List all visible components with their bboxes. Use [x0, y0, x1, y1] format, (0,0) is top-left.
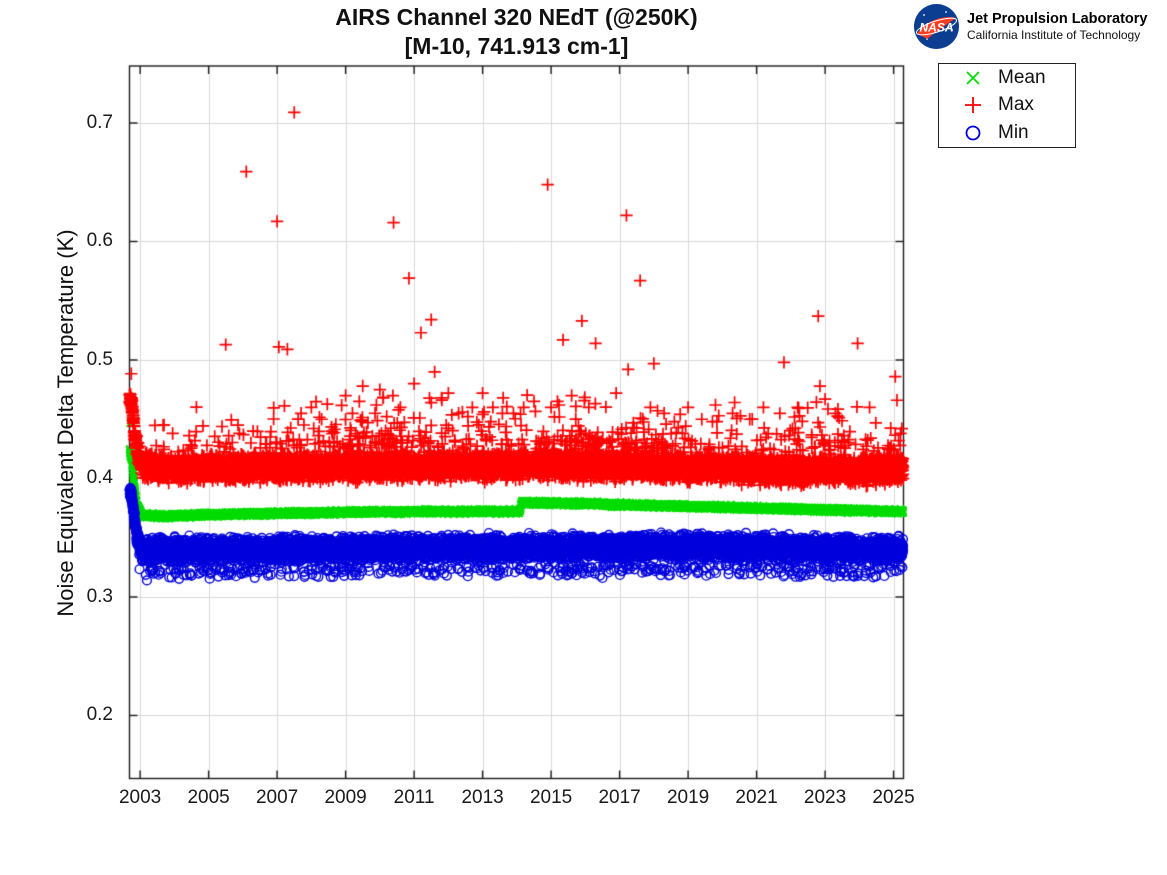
legend-item-min: Min	[939, 120, 1075, 147]
y-tick-label: 0.4	[86, 467, 113, 489]
y-tick-label: 0.6	[86, 230, 113, 252]
nasa-insignia-icon: NASA	[914, 4, 959, 49]
x-tick-label: 2025	[872, 787, 915, 808]
chart-title: AIRS Channel 320 NEdT (@250K) [M-10, 741…	[129, 3, 904, 61]
chart-title-line2: [M-10, 741.913 cm-1]	[404, 33, 629, 59]
x-tick-label: 2009	[324, 787, 367, 808]
x-tick-label: 2005	[187, 787, 230, 808]
jpl-logo-text: Jet Propulsion Laboratory California Ins…	[967, 10, 1147, 43]
jpl-org-name: Jet Propulsion Laboratory	[967, 11, 1148, 27]
x-tick-label: 2003	[118, 787, 162, 808]
mean-marker-icon	[966, 71, 980, 85]
x-tick-label: 2019	[666, 787, 710, 808]
x-tick-label: 2013	[461, 787, 504, 808]
y-tick-label: 0.5	[86, 348, 113, 370]
legend-item-max: Max	[939, 92, 1075, 119]
max-marker-icon	[965, 97, 981, 114]
chart-title-line1: AIRS Channel 320 NEdT (@250K)	[335, 4, 698, 30]
x-tick-label: 2007	[255, 787, 299, 808]
legend-label: Max	[998, 94, 1034, 116]
svg-text:NASA: NASA	[919, 21, 953, 35]
y-tick-label: 0.7	[86, 111, 113, 133]
min-marker-icon	[965, 125, 981, 141]
jpl-org-sub: California Institute of Technology	[967, 28, 1141, 42]
x-tick-label: 2023	[803, 787, 847, 808]
y-tick-label: 0.2	[86, 704, 113, 726]
x-tick-label: 2017	[598, 787, 641, 808]
x-tick-label: 2011	[393, 787, 435, 808]
x-tick-label: 2021	[735, 787, 778, 808]
legend: Mean Max Min	[938, 63, 1076, 148]
y-axis-label: Noise Equivalent Delta Temperature (K)	[53, 229, 78, 617]
jpl-logo: NASA Jet Propulsion Laboratory Californi…	[913, 3, 1147, 50]
legend-item-mean: Mean	[939, 64, 1075, 91]
x-tick-label: 2015	[529, 787, 573, 808]
legend-label: Min	[998, 122, 1029, 144]
legend-label: Mean	[998, 66, 1046, 88]
y-tick-label: 0.3	[86, 585, 113, 607]
